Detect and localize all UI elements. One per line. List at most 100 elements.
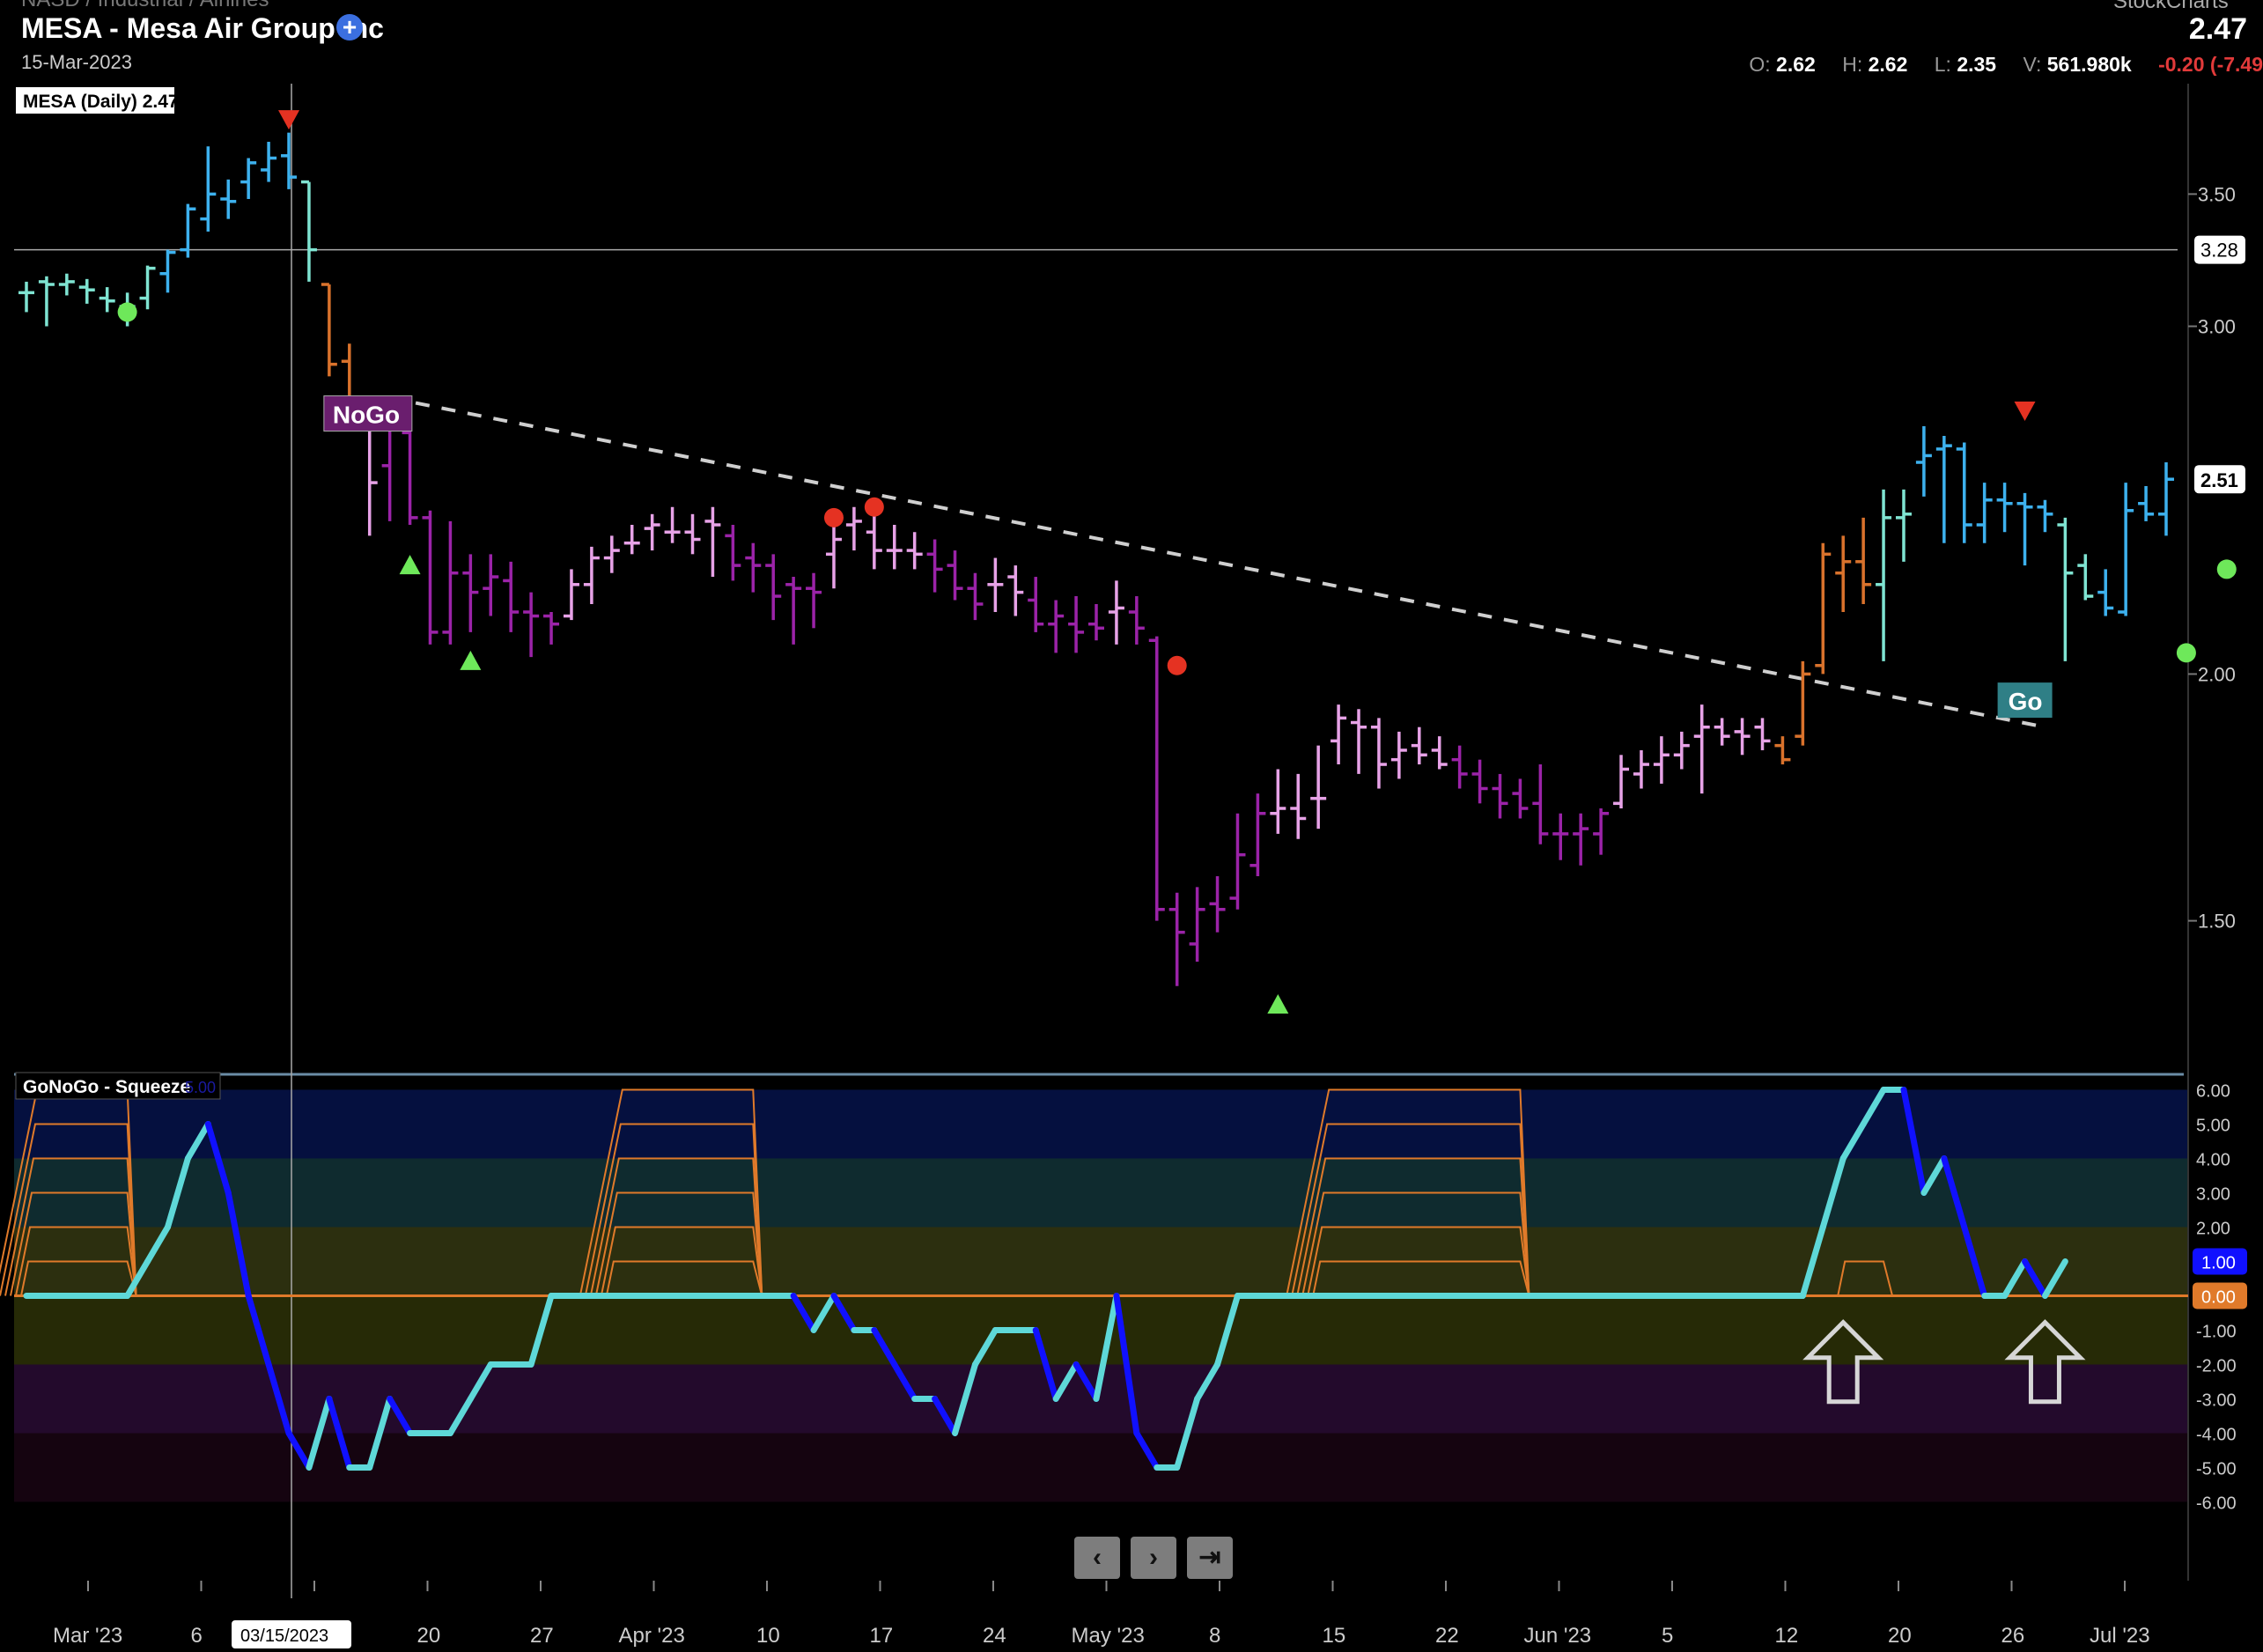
squeeze-line xyxy=(605,1260,763,1296)
date-tick-label: 10 xyxy=(756,1624,780,1648)
osc-segment xyxy=(204,1121,232,1196)
osc-segment xyxy=(1819,1155,1847,1230)
nogo-triangle-marker xyxy=(2014,401,2036,421)
squeeze-line xyxy=(600,1226,763,1296)
osc-zone-0 xyxy=(14,1089,2188,1159)
go-dot-marker xyxy=(2216,559,2237,579)
low-label: L: xyxy=(1934,53,1951,76)
date-tick-label: 20 xyxy=(417,1624,441,1648)
go-label-box xyxy=(1997,682,2053,719)
price-legend-label: MESA (Daily) 2.47 xyxy=(23,92,179,112)
nogo-dot-marker xyxy=(864,497,884,517)
osc-segment xyxy=(467,1361,494,1402)
osc-segment xyxy=(1941,1155,1968,1230)
date-tick-label: 5 xyxy=(1662,1624,1673,1648)
osc-segment xyxy=(871,1327,898,1368)
osc-tick-label: -1.00 xyxy=(2196,1323,2237,1342)
osc-segment xyxy=(891,1361,918,1402)
osc-zone-2 xyxy=(14,1227,2188,1296)
up-arrow-annotation xyxy=(1802,1319,1884,1405)
zero-line-tag xyxy=(2193,1282,2247,1309)
nogo-dot-marker xyxy=(823,507,844,527)
nogo-triangle-marker xyxy=(278,110,300,130)
add-to-list-icon[interactable]: + xyxy=(336,14,363,41)
squeeze-line xyxy=(1307,1226,1530,1296)
osc-segment xyxy=(1799,1224,1826,1299)
osc-segment xyxy=(1860,1087,1887,1127)
squeeze-line xyxy=(20,1260,137,1296)
low-value: 2.35 xyxy=(1957,53,1997,76)
date-tick-label: Jun '23 xyxy=(1524,1624,1592,1648)
price-tick-label: 3.50 xyxy=(2198,183,2236,205)
osc-segment xyxy=(265,1361,292,1436)
osc-tick-label: -3.00 xyxy=(2196,1391,2237,1411)
scroll-end-button[interactable]: ⇥ xyxy=(1187,1537,1233,1579)
osc-segment xyxy=(1113,1293,1140,1436)
chart-date: 15-Mar-2023 xyxy=(21,51,132,73)
osc-segment xyxy=(245,1293,272,1368)
osc-segment xyxy=(2022,1258,2048,1299)
nogo-label: NoGo xyxy=(333,402,400,429)
osc-segment xyxy=(1133,1430,1161,1471)
brand-logo: StockCharts xyxy=(2113,0,2229,13)
squeeze-line xyxy=(1312,1260,1530,1296)
crosshair-price-label: 3.28 xyxy=(2200,240,2238,262)
scroll-left-button[interactable]: ‹ xyxy=(1074,1537,1120,1579)
squeeze-line xyxy=(1286,1088,1530,1296)
osc-segment xyxy=(1920,1155,1948,1196)
osc-segment xyxy=(306,1396,333,1471)
osc-legend-box xyxy=(15,1072,221,1100)
osc-zone-3 xyxy=(14,1295,2188,1365)
go-label: Go xyxy=(2009,688,2043,715)
symbol-title: MESA - Mesa Air Group Inc xyxy=(21,12,384,44)
osc-segment xyxy=(144,1224,171,1265)
open-label: O: xyxy=(1749,53,1771,76)
last-price-tag xyxy=(2194,465,2245,494)
trendline xyxy=(389,395,2046,729)
squeeze-line xyxy=(1301,1191,1530,1296)
crosshair-date-label: 03/15/2023 xyxy=(240,1626,328,1646)
crosshair-date-tag xyxy=(232,1620,352,1648)
osc-tick-label: 3.00 xyxy=(2196,1185,2230,1205)
date-tick-label: Mar '23 xyxy=(53,1624,122,1648)
osc-tick-label: -4.00 xyxy=(2196,1426,2237,1445)
price-chart[interactable]: 3.50 3.00 2.00 1.50 3.28 2.51 NoGo Go MESA (Dail… xyxy=(0,84,2263,1652)
osc-segment xyxy=(971,1327,999,1368)
osc-tick-label: 2.00 xyxy=(2196,1220,2230,1239)
squeeze-line xyxy=(10,1191,137,1296)
ohlc-readout: O: 2.62 H: 2.62 L: 2.35 V: 561.980k -0.2… xyxy=(1749,53,2263,77)
osc-segment xyxy=(387,1396,414,1436)
scroll-right-button[interactable]: › xyxy=(1131,1537,1176,1579)
high-value: 2.62 xyxy=(1868,53,1908,76)
price-tick-label: 2.00 xyxy=(2198,663,2236,685)
osc-segment xyxy=(1174,1396,1201,1471)
osc-segment xyxy=(810,1293,837,1333)
osc-segment xyxy=(285,1430,313,1471)
osc-segment xyxy=(1032,1327,1059,1402)
date-tick-label: 6 xyxy=(191,1624,203,1648)
osc-segment xyxy=(527,1293,555,1368)
date-tick-label: 27 xyxy=(530,1624,554,1648)
osc-tick-label: 4.00 xyxy=(2196,1151,2230,1170)
date-tick-label: 17 xyxy=(870,1624,894,1648)
osc-segment xyxy=(1961,1224,1988,1299)
osc-segment xyxy=(932,1396,959,1436)
osc-segment xyxy=(2001,1258,2029,1299)
osc-segment xyxy=(1194,1361,1221,1402)
volume-label: V: xyxy=(2023,53,2042,76)
up-arrow-annotation xyxy=(2004,1319,2086,1405)
osc-zone-1 xyxy=(14,1158,2188,1228)
crosshair-price-tag xyxy=(2194,235,2245,264)
osc-segment xyxy=(225,1190,252,1299)
osc-segment xyxy=(1093,1293,1120,1402)
last-price-tag-label: 2.51 xyxy=(2200,469,2238,491)
date-tick-label: 26 xyxy=(2001,1624,2025,1648)
squeeze-line xyxy=(579,1088,763,1296)
high-label: H: xyxy=(1842,53,1863,76)
breadcrumb[interactable]: NASD / Industrial / Airlines xyxy=(21,0,269,12)
osc-tick-label: 5.00 xyxy=(2196,1117,2230,1136)
osc-segment xyxy=(326,1396,353,1471)
last-price: 2.47 xyxy=(2188,12,2247,46)
osc-segment xyxy=(184,1121,211,1162)
osc-segment xyxy=(790,1293,817,1333)
